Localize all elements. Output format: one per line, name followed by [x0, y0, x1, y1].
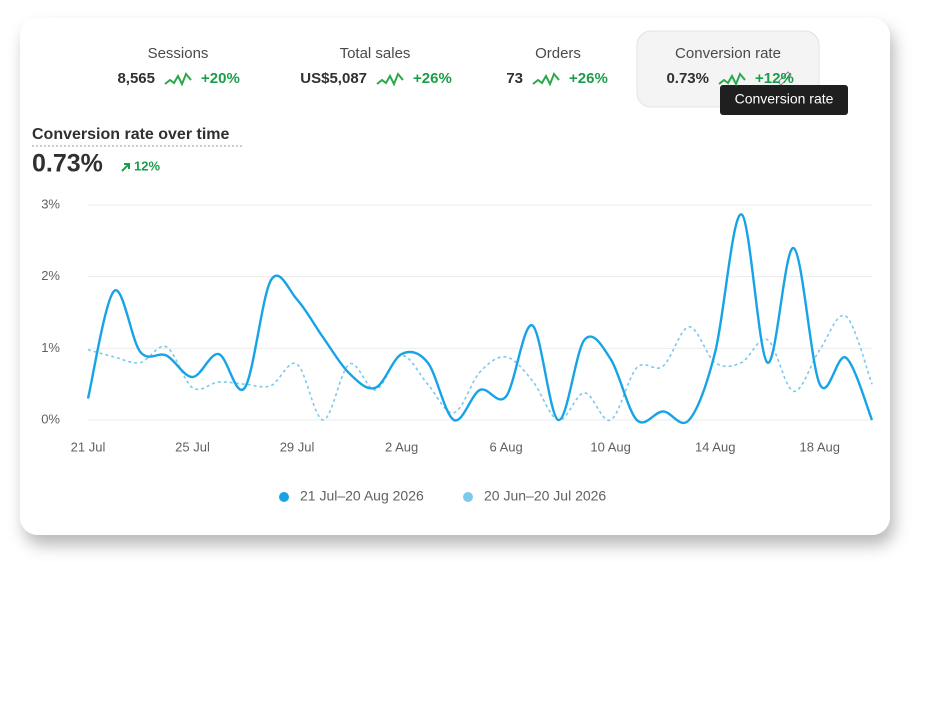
metric-label: Conversion rate: [675, 45, 781, 62]
x-tick-label: 21 Jul: [71, 439, 106, 454]
metric-change: +12%: [755, 70, 794, 87]
y-tick-label: 2%: [41, 268, 60, 283]
series-line: [87, 314, 873, 421]
legend-swatch: [279, 492, 289, 502]
x-tick-label: 29 Jul: [280, 439, 315, 454]
up-arrow-icon: [121, 163, 130, 172]
metric-value: 73: [506, 70, 523, 87]
metric-change: +20%: [201, 70, 240, 87]
y-tick-label: 1%: [41, 340, 60, 355]
x-tick-label: 10 Aug: [590, 439, 631, 454]
edit-icon[interactable]: [777, 71, 792, 86]
y-tick-label: 0%: [41, 411, 60, 426]
sparkline: [532, 72, 560, 87]
x-tick-label: 6 Aug: [490, 439, 523, 454]
x-tick-label: 14 Aug: [695, 439, 736, 454]
metric-value: 8,565: [117, 70, 155, 87]
sparkline: [718, 72, 746, 87]
x-tick-label: 2 Aug: [385, 439, 418, 454]
metric-value: 0.73%: [666, 70, 709, 87]
legend-swatch: [463, 492, 473, 502]
sparkline: [376, 72, 404, 87]
metric-label: Total sales: [340, 45, 411, 62]
metric-label: Sessions: [148, 45, 209, 62]
chart-title: Conversion rate over time: [32, 126, 230, 143]
x-tick-label: 25 Jul: [175, 439, 210, 454]
series-line: [86, 213, 874, 425]
metric-change: +26%: [413, 70, 452, 87]
legend-entry: 21 Jul–20 Aug 2026: [300, 488, 424, 504]
metric-change: +26%: [569, 70, 608, 87]
tooltip-box: [720, 85, 848, 115]
y-tick-label: 3%: [41, 196, 60, 211]
headline-value: 0.73%: [32, 150, 103, 178]
plot: 0% 1% 2% 3% 21 Jul 25 Jul 29 Jul 2 Aug 6 Aug 10 A…: [41, 196, 874, 504]
sparkline: [164, 72, 192, 87]
x-tick-label: 18 Aug: [799, 439, 840, 454]
metric-label: Orders: [535, 45, 581, 62]
legend-entry: 20 Jun–20 Jul 2026: [484, 488, 606, 504]
tooltip: Conversion rate: [735, 91, 834, 107]
metric-value: US$5,087: [300, 70, 367, 87]
headline-change: 12%: [134, 158, 160, 173]
